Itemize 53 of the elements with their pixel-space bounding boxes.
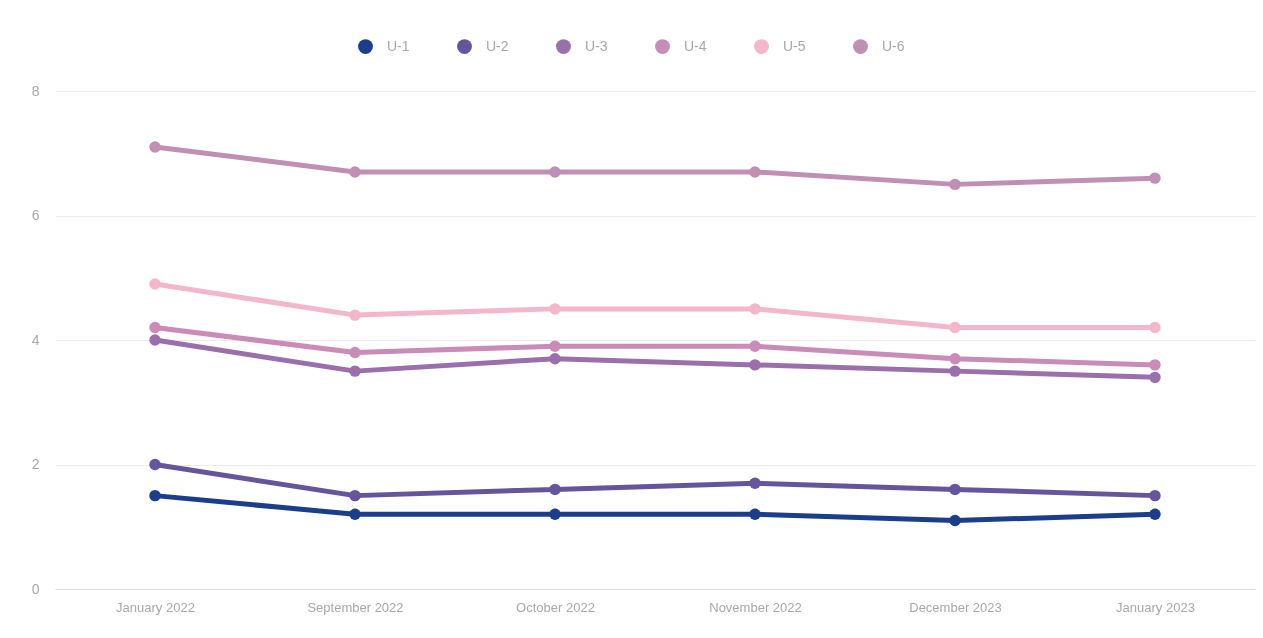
point [949, 178, 961, 191]
point [949, 321, 961, 334]
point [1149, 489, 1161, 502]
legend-label: U-6 [882, 37, 905, 54]
point [149, 141, 161, 153]
point [749, 303, 761, 315]
legend-label: U-4 [684, 37, 707, 54]
legend-label: U-3 [585, 37, 608, 54]
point [549, 166, 561, 178]
legend-label: U-5 [783, 37, 806, 54]
y-tick-label: 0 [31, 580, 40, 597]
point [549, 483, 561, 496]
x-tick-label: November 2022 [709, 599, 802, 615]
point [349, 309, 361, 321]
legend-label: U-1 [387, 37, 410, 54]
x-tick-label: October 2022 [516, 599, 595, 615]
point [349, 508, 361, 520]
point [549, 303, 561, 315]
x-tick-label: January 2023 [1116, 599, 1195, 615]
point [549, 352, 561, 365]
point [549, 340, 561, 352]
x-tick-label: January 2022 [116, 599, 195, 615]
point [349, 365, 361, 377]
point [949, 483, 961, 496]
point [149, 489, 161, 502]
point [1149, 172, 1161, 184]
y-tick-label: 2 [31, 456, 40, 472]
point [949, 352, 961, 365]
y-tick-label: 4 [31, 331, 40, 348]
point [749, 477, 761, 489]
point [349, 489, 361, 502]
point [149, 278, 161, 290]
point [1149, 321, 1161, 334]
point [749, 508, 761, 520]
point [949, 365, 961, 377]
legend-label: U-2 [486, 37, 509, 54]
x-tick-label: September 2022 [307, 599, 404, 615]
point [1149, 371, 1161, 384]
point [949, 514, 961, 527]
point [349, 346, 361, 359]
point [149, 458, 161, 471]
point [349, 166, 361, 178]
point [749, 359, 761, 371]
point [1149, 508, 1161, 520]
point [749, 340, 761, 352]
point [149, 321, 161, 334]
y-tick-label: 8 [31, 82, 40, 99]
point [149, 334, 161, 346]
x-tick-label: December 2023 [909, 599, 1002, 615]
point [1149, 359, 1161, 371]
point [549, 508, 561, 520]
point [749, 166, 761, 178]
y-tick-label: 6 [31, 207, 40, 223]
